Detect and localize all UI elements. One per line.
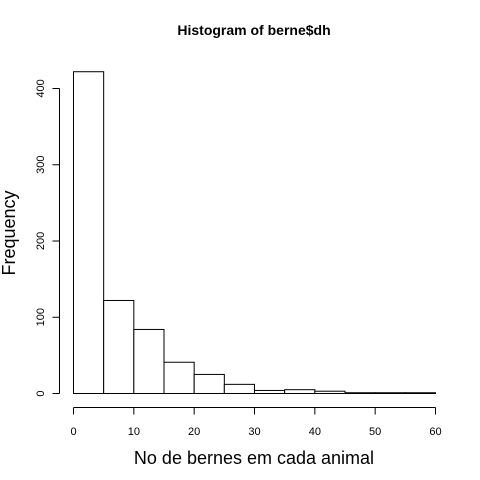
histogram-bar [404,392,437,394]
chart-title: Histogram of berne$dh [177,22,330,38]
histogram-bar [254,389,286,395]
histogram-bar [284,389,316,394]
y-tick-label: 300 [35,156,47,174]
histogram-bar [344,392,376,394]
x-tick-label: 20 [188,426,200,438]
y-tick-label: 400 [35,79,47,97]
x-axis: 0 10 20 30 40 50 60 [70,407,442,438]
y-tick-label: 100 [35,308,47,326]
bars-group [73,71,437,395]
histogram-bar [133,328,165,395]
histogram-bar [73,71,105,394]
y-tick-label: 200 [35,232,47,250]
x-tick-label: 30 [248,426,260,438]
x-tick-label: 40 [309,426,321,438]
x-tick-label: 60 [429,426,441,438]
histogram-bar [193,373,225,394]
y-axis-label: Frequency [0,190,19,275]
histogram-bar [103,299,135,395]
histogram-bar [314,390,346,394]
y-axis: 0 100 200 300 400 [35,79,60,397]
x-tick-label: 50 [369,426,381,438]
histogram-bar [163,361,195,394]
x-axis-label: No de bernes em cada animal [134,448,374,468]
x-tick-label: 10 [128,426,140,438]
histogram-bar [374,392,406,394]
x-tick-label: 0 [70,426,76,438]
y-tick-label: 0 [35,390,47,396]
histogram-bar [223,383,255,395]
